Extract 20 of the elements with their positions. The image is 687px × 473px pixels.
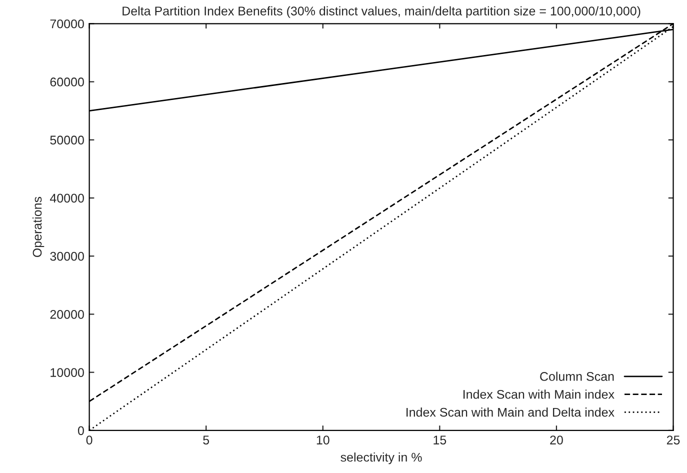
chart-title: Delta Partition Index Benefits (30% distinct values, main/delta partition size = 100,000/10,000) [122, 6, 640, 18]
legend-label: Index Scan with Main index [464, 390, 614, 399]
legend-label: Index Scan with Main and Delta index [406, 408, 614, 417]
y-tick-label: 0 [78, 426, 84, 436]
y-tick-label: 70000 [50, 19, 84, 28]
y-tick-label: 40000 [50, 194, 84, 203]
y-tick-label: 10000 [50, 368, 84, 377]
y-tick-label: 30000 [50, 252, 84, 261]
x-tick-label: 0 [86, 436, 92, 444]
y-tick-label: 20000 [50, 310, 84, 319]
x-tick-label: 20 [550, 436, 563, 444]
x-tick-label: 5 [203, 436, 210, 444]
y-tick-label: 60000 [50, 78, 84, 86]
y-tick-label: 50000 [50, 136, 84, 145]
x-axis-title: selectivity in % [340, 452, 422, 464]
x-tick-label: 10 [316, 436, 330, 444]
x-tick-label: 25 [666, 436, 680, 444]
legend-label: Column Scan [540, 372, 614, 381]
x-tick-label: 15 [434, 436, 446, 444]
y-axis-title: Operations [32, 196, 44, 258]
